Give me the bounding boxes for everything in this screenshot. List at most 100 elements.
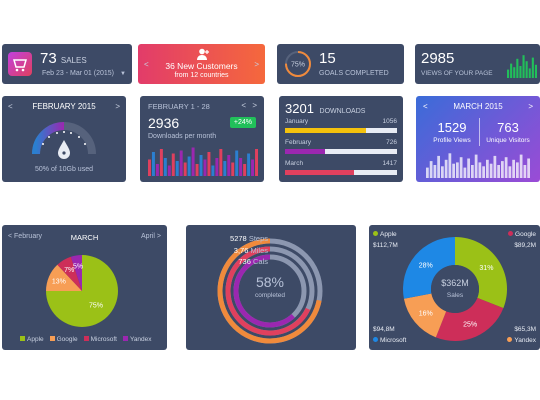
bar (151, 152, 155, 176)
pie-title: MARCH (70, 233, 99, 242)
download-row-track (285, 128, 397, 133)
bar (211, 165, 215, 176)
cals-value: 736 (238, 257, 251, 266)
ring-steps (217, 238, 322, 344)
download-row-fill (285, 149, 326, 154)
goals-label: GOALS COMPLETED (319, 70, 389, 77)
legend-item: Google (49, 336, 78, 343)
download-row-value: 726 (386, 139, 397, 146)
drop-icon (58, 140, 70, 159)
bar (501, 161, 504, 178)
donut-slice-label: 16% (419, 311, 433, 318)
bar (452, 163, 455, 178)
goals-percent: 75% (291, 62, 305, 69)
legend-label: Google (56, 336, 78, 343)
legend-swatch (373, 231, 378, 236)
bar (523, 165, 527, 178)
donut-hole (431, 265, 479, 313)
profile-card: < MARCH 2015 > 1529 Profile Views 763 Un… (416, 96, 540, 182)
bar (478, 162, 482, 178)
bar (493, 155, 497, 178)
bar (516, 58, 519, 78)
donut-corner-google: Google $89,2M (508, 229, 536, 251)
downloads-prev-button[interactable]: < (241, 101, 246, 110)
market-share-pie: 75% 13% 7%5% (46, 255, 118, 327)
pie-prev-button[interactable]: < February (8, 233, 43, 240)
pie-slice-label: 13% (52, 278, 66, 285)
bar (155, 164, 159, 176)
downloads-next-button[interactable]: > (252, 101, 257, 110)
bar (531, 57, 534, 78)
download-row: February 726 (285, 139, 397, 157)
activity-rings (217, 238, 323, 344)
download-row-fill (285, 170, 355, 175)
pie-next-button[interactable]: April > (140, 233, 161, 240)
bar (467, 158, 470, 178)
downloads-bar-chart (148, 147, 258, 176)
bar (247, 153, 251, 176)
chevron-down-icon[interactable]: ▼ (119, 71, 126, 77)
bar (471, 165, 474, 178)
legend-swatch (507, 337, 513, 342)
donut-amount: $112,7M (373, 242, 398, 249)
downloads-value: 2936 (148, 115, 180, 131)
sales-card: 73 SALES Feb 23 - Mar 01 (2015) ▼ (2, 44, 132, 84)
profile-month: MARCH 2015 (453, 102, 503, 111)
legend-swatch (49, 336, 55, 341)
bar (148, 159, 151, 176)
miles-value: 3,76 (233, 245, 249, 255)
bar (512, 159, 515, 178)
bar (528, 68, 531, 78)
customers-prev-button[interactable]: < (144, 60, 149, 69)
bar (519, 154, 523, 178)
downloads-total-label: DOWNLOADS (319, 108, 366, 115)
profile-next-button[interactable]: > (528, 102, 533, 111)
storage-prev-button[interactable]: < (8, 102, 13, 111)
steps-label: Steps (248, 234, 268, 243)
donut-amount: $65,3M (514, 326, 536, 333)
legend-label: Apple (27, 336, 44, 343)
customers-subtitle: from 12 countries (174, 72, 229, 79)
rings-percent: 58% (255, 274, 285, 290)
download-row-track (285, 149, 397, 154)
bar (519, 66, 522, 78)
donut-amount: $89,2M (514, 242, 536, 249)
legend-label: Yandex (514, 337, 536, 344)
legend-swatch (373, 337, 378, 342)
donut-slice-label: 31% (479, 265, 493, 272)
goals-value: 15 (319, 50, 336, 67)
donut-slice-microsoft (403, 237, 455, 299)
download-row-track (285, 170, 397, 175)
downloads-total: 3201 (285, 101, 314, 116)
bar (203, 159, 207, 176)
download-row-fill (285, 128, 366, 133)
legend-item: Apple (20, 336, 44, 343)
bar (251, 159, 255, 176)
pie-slice-google (46, 264, 82, 291)
downloads-chart-card: FEBRUARY 1 - 28 < > 2936 +24% Downloads … (140, 96, 264, 182)
profile-views-value: 1529 (437, 120, 467, 135)
bar (235, 150, 239, 176)
sales-donut-card: 31% 25% 16% 28% $362M Sales Apple $112,7M Goo… (369, 225, 540, 350)
views-value: 2985 (421, 50, 455, 67)
customers-next-button[interactable]: > (254, 60, 259, 69)
ring-miles (225, 246, 311, 336)
donut-corner-apple: Apple $112,7M (373, 229, 398, 251)
donut-center-value: $362M (441, 278, 469, 288)
profile-prev-button[interactable]: < (423, 102, 428, 111)
legend-swatch (83, 336, 89, 341)
storage-next-button[interactable]: > (115, 102, 120, 111)
bar (255, 149, 258, 176)
donut-corner-microsoft: $94,8M Microsoft (373, 324, 406, 346)
legend-item: Yandex (122, 336, 152, 343)
pie-legend: Apple Google Microsoft Yandex (20, 336, 158, 343)
rings-percent-label: completed (255, 292, 285, 299)
bar (508, 166, 512, 178)
bar (429, 161, 433, 178)
profile-views-label: Profile Views (433, 137, 471, 144)
storage-gauge (32, 122, 96, 159)
legend-swatch (122, 336, 128, 341)
views-sparkline (507, 55, 537, 78)
views-card: 2985 VIEWS OF YOUR PAGE (415, 44, 540, 84)
bar (527, 158, 530, 178)
